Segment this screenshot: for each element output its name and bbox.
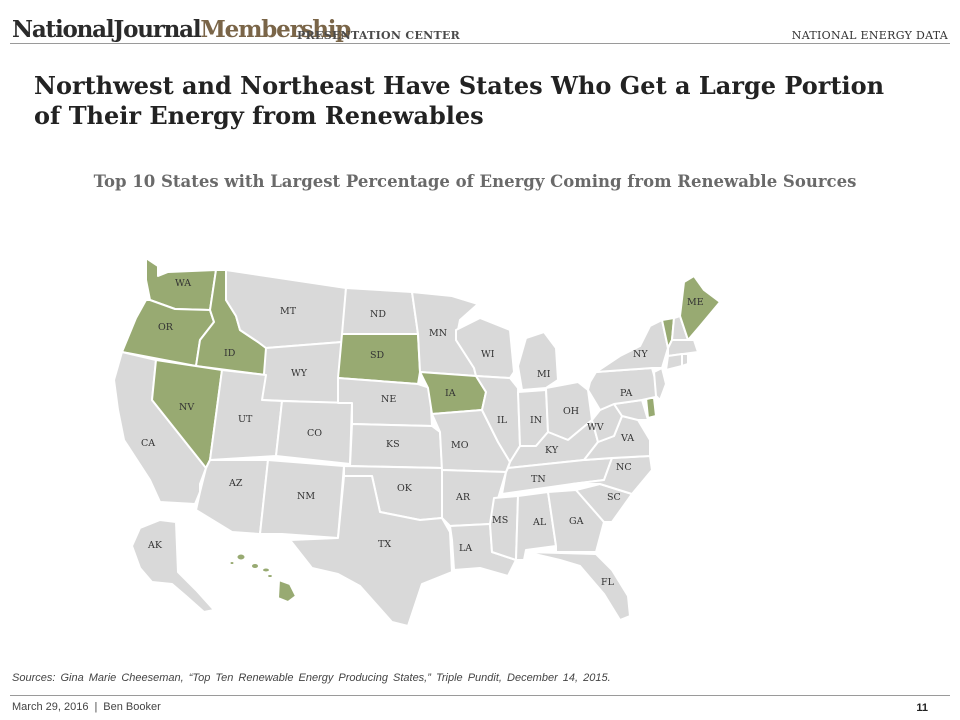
state-label-OR: OR bbox=[158, 322, 174, 333]
state-label-IA: IA bbox=[445, 388, 456, 399]
state-label-MS: MS bbox=[492, 515, 508, 526]
footer-credits: March 29, 2016 | Ben Booker bbox=[12, 701, 161, 713]
page-number: 11 bbox=[916, 702, 928, 714]
footer-separator: | bbox=[94, 701, 98, 713]
state-HI bbox=[228, 552, 297, 603]
state-label-AR: AR bbox=[455, 492, 471, 503]
brand-national-journal: NationalJournal bbox=[12, 16, 202, 43]
state-MI bbox=[517, 331, 559, 391]
state-label-WA: WA bbox=[175, 278, 191, 289]
state-AK bbox=[131, 519, 215, 613]
state-label-MO: MO bbox=[451, 440, 469, 451]
state-RI bbox=[681, 353, 689, 367]
state-label-LA: LA bbox=[459, 543, 472, 554]
state-label-KS: KS bbox=[386, 439, 400, 450]
state-label-ID: ID bbox=[224, 348, 236, 359]
state-label-IN: IN bbox=[530, 415, 542, 426]
state-label-VA: VA bbox=[620, 433, 634, 444]
state-FL bbox=[525, 551, 631, 621]
state-label-NV: NV bbox=[179, 402, 194, 413]
state-label-WV: WV bbox=[587, 422, 604, 433]
us-map: WA OR ID CA NV MT WY UT CO AZ NM ND SD N… bbox=[113, 257, 721, 627]
state-label-TN: TN bbox=[531, 474, 546, 485]
state-DE bbox=[645, 397, 657, 419]
state-CT bbox=[665, 353, 683, 371]
state-label-OK: OK bbox=[397, 483, 413, 494]
state-label-SC: SC bbox=[607, 492, 621, 503]
state-label-GA: GA bbox=[569, 516, 584, 527]
state-label-MI: MI bbox=[537, 369, 551, 380]
state-label-FL: FL bbox=[601, 577, 615, 588]
state-label-WY: WY bbox=[291, 368, 308, 379]
state-label-NM: NM bbox=[297, 491, 315, 502]
state-label-AL: AL bbox=[532, 517, 547, 528]
state-NJ bbox=[653, 367, 667, 401]
state-MS bbox=[489, 495, 519, 561]
state-label-CA: CA bbox=[141, 438, 155, 449]
brand-logo: NationalJournalMembership bbox=[12, 16, 351, 44]
state-label-MN: MN bbox=[429, 328, 447, 339]
state-label-SD: SD bbox=[370, 350, 385, 361]
state-label-WI: WI bbox=[481, 349, 495, 360]
state-SD bbox=[337, 333, 421, 385]
state-NY bbox=[595, 319, 669, 373]
state-label-UT: UT bbox=[238, 414, 253, 425]
state-label-PA: PA bbox=[620, 388, 633, 399]
state-label-IL: IL bbox=[497, 415, 508, 426]
state-label-KY: KY bbox=[545, 445, 559, 456]
state-label-OH: OH bbox=[563, 406, 579, 417]
state-TX bbox=[289, 475, 453, 627]
state-ME bbox=[679, 275, 721, 341]
footer-date: March 29, 2016 bbox=[12, 701, 89, 713]
source-citation: Sources: Gina Marie Cheeseman, “Top Ten … bbox=[12, 672, 611, 684]
footer-divider bbox=[10, 695, 950, 696]
state-MA bbox=[667, 339, 699, 357]
brand-membership: Membership bbox=[200, 16, 351, 43]
state-label-NE: NE bbox=[381, 394, 396, 405]
state-label-CO: CO bbox=[307, 428, 322, 439]
state-label-ND: ND bbox=[370, 309, 386, 320]
state-label-AK: AK bbox=[147, 540, 163, 551]
state-label-AZ: AZ bbox=[228, 478, 243, 489]
state-label-MT: MT bbox=[280, 306, 297, 317]
state-label-ME: ME bbox=[687, 297, 704, 308]
page-title: Northwest and Northeast Have States Who … bbox=[34, 71, 885, 130]
presentation-center-label: PRESENTATION CENTER bbox=[297, 29, 461, 42]
state-NM bbox=[259, 459, 345, 539]
state-label-NY: NY bbox=[633, 349, 648, 360]
state-label-NC: NC bbox=[616, 462, 632, 473]
state-label-TX: TX bbox=[378, 539, 391, 550]
map-subtitle: Top 10 States with Largest Percentage of… bbox=[93, 172, 857, 191]
header-divider bbox=[10, 43, 950, 44]
section-label: NATIONAL ENERGY DATA bbox=[791, 29, 948, 42]
state-AZ bbox=[195, 459, 269, 535]
footer-author: Ben Booker bbox=[103, 701, 161, 713]
